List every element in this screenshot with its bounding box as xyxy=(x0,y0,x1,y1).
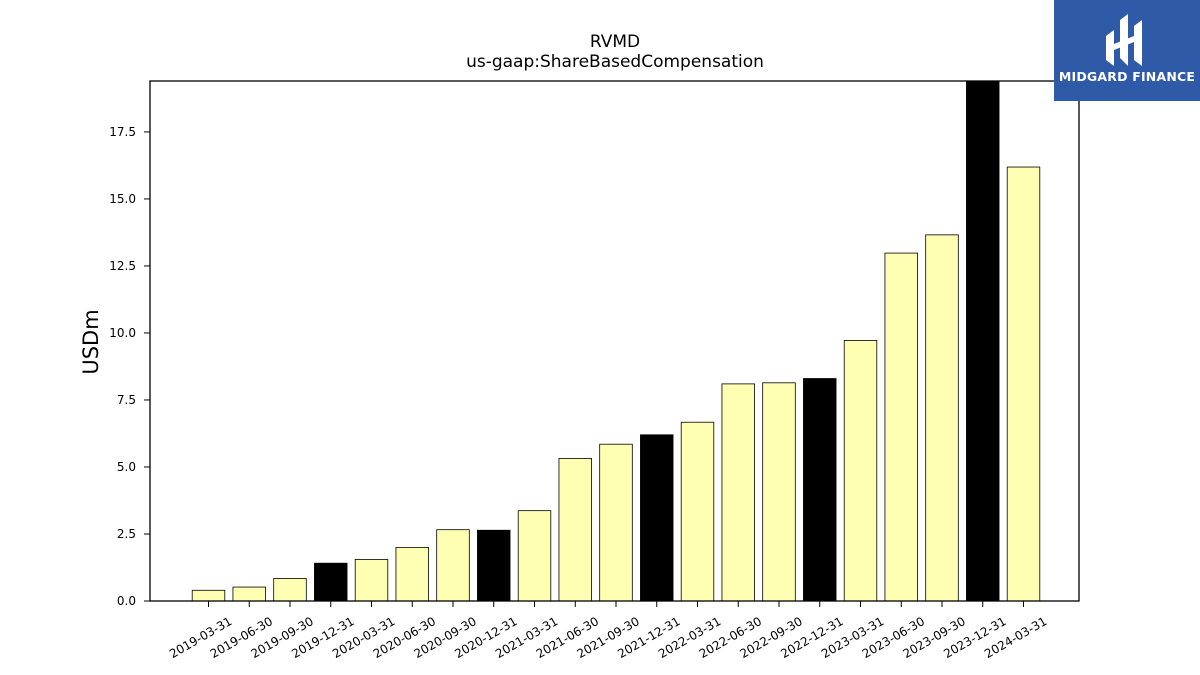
y-tick-label: 15.0 xyxy=(109,192,136,206)
y-tick-label: 0.0 xyxy=(117,594,136,608)
bar-2022-12-31 xyxy=(803,378,837,602)
y-axis-label: USDm xyxy=(79,309,103,374)
logo-text: MIDGARD FINANCE xyxy=(1058,69,1196,84)
bar-2023-09-30 xyxy=(925,234,959,602)
bar-2020-09-30 xyxy=(436,529,470,602)
bar-2024-03-31 xyxy=(1006,166,1041,602)
y-tick-label: 5.0 xyxy=(117,460,136,474)
y-tick-label: 17.5 xyxy=(109,125,136,139)
midgard-logo-icon xyxy=(1106,14,1142,66)
y-tick-label: 2.5 xyxy=(117,527,136,541)
bar-2021-12-31 xyxy=(640,434,674,602)
bar-2019-03-31 xyxy=(191,589,226,602)
bar-2019-12-31 xyxy=(314,562,348,602)
y-tick-label: 10.0 xyxy=(109,326,136,340)
bar-2019-06-30 xyxy=(232,586,266,602)
bar-2021-03-31 xyxy=(517,510,552,602)
bar-2021-06-30 xyxy=(558,457,592,602)
bar-2021-09-30 xyxy=(599,443,633,602)
bar-2022-06-30 xyxy=(721,383,755,602)
bar-2022-03-31 xyxy=(680,421,715,602)
bar-2020-06-30 xyxy=(395,546,429,602)
bar-2023-06-30 xyxy=(884,252,918,602)
chart-subtitle: us-gaap:ShareBasedCompensation xyxy=(466,52,764,72)
midgard-finance-logo: MIDGARD FINANCE xyxy=(1054,0,1200,101)
bar-2023-03-31 xyxy=(843,340,878,602)
bar-2020-12-31 xyxy=(477,529,511,602)
y-tick-label: 12.5 xyxy=(109,259,136,273)
chart-title: RVMD xyxy=(589,32,641,52)
bar-2019-09-30 xyxy=(273,578,307,602)
bar-2023-12-31 xyxy=(966,80,1000,602)
bar-2020-03-31 xyxy=(354,559,389,602)
plot-frame xyxy=(149,80,1080,602)
y-tick-label: 7.5 xyxy=(117,393,136,407)
bar-2022-09-30 xyxy=(762,382,796,602)
